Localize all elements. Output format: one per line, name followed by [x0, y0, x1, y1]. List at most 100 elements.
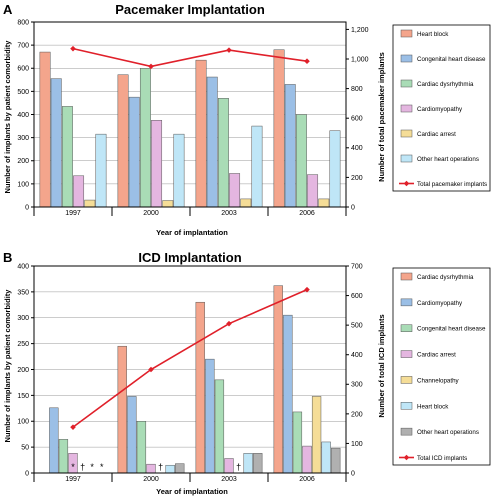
panel-a-legend-swatch-congenital-heart-disease	[400, 54, 413, 63]
panel-b-y2label: Number of total ICD implants	[377, 314, 386, 417]
panel-b-annotation-mark: †	[236, 462, 241, 472]
panel-b-bar-heart-block-2006	[321, 441, 331, 474]
panel-a-ytick-label: 800	[17, 19, 29, 26]
panel-b-bar-other-heart-operations-2000	[175, 463, 185, 474]
panel-a-legend-label-cardiac-arrest: Cardiac arrest	[417, 131, 456, 138]
panel-b-bar-cardiac-arrest-2006	[302, 445, 312, 474]
panel-a-bar-cardiac-arrest-1997	[84, 199, 96, 208]
panel-b-bar-congenital-heart-disease-2000	[136, 421, 147, 474]
panel-b-total-point-2006	[304, 286, 310, 293]
panel-a-ytick-label: 300	[17, 135, 29, 142]
panel-b-bar-cardiomyopathy-2000	[127, 396, 137, 474]
panel-b-y2tick-label: 400	[351, 352, 363, 359]
panel-b-total-point-2000	[148, 366, 154, 373]
panel-b-legend-swatch-cardiac-arrest	[400, 350, 413, 358]
panel-b-annotation-mark: *	[90, 462, 94, 472]
panel-b-ytick-label: 100	[17, 419, 29, 426]
panel-a-legend-label-heart-block: Heart block	[417, 31, 449, 38]
panel-a-legend-swatch-cardiac-arrest	[400, 129, 413, 138]
panel-b-total-line	[72, 288, 308, 428]
panel-b-legend-label-congenital-heart-disease: Congenital heart disease	[417, 326, 486, 333]
panel-a-bar-congenital-heart-disease-1997	[50, 78, 62, 208]
panel-a-y2tick-label: 200	[351, 175, 363, 182]
panel-b-bar-cardiac-arrest-2003	[224, 458, 234, 474]
panel-a-bar-other-heart-operations-1997	[95, 133, 107, 208]
panel-b-xtick-label-1997: 1997	[65, 476, 81, 483]
panel-a-legend-label-other-heart-operations: Other heart operations	[417, 156, 479, 163]
panel-a-ytick-label: 200	[17, 158, 29, 165]
panel-a-bar-cardiac-arrest-2000	[162, 200, 174, 208]
panel-b-plot-frame	[33, 265, 347, 474]
panel-b-bar-heart-block-2000	[165, 464, 175, 474]
panel-a-bar-congenital-heart-disease-2003	[206, 76, 218, 208]
panel-b-y2tick-label: 500	[351, 323, 363, 330]
panel-a-ytick-label: 700	[17, 43, 29, 50]
panel-a-bar-other-heart-operations-2000	[173, 133, 185, 208]
panel-b-xtick-label-2006: 2006	[299, 476, 315, 483]
panel-a-xtick-label-2003: 2003	[221, 210, 237, 217]
panel-a-total-point-2006	[304, 58, 310, 65]
panel-b-plot: 0 50 100 150 200 250 300 350 400 0 100 200 300 400 500…	[17, 263, 362, 483]
panel-a-y2tick-label: 1,200	[351, 27, 369, 34]
panel-b: B ICD Implantation Number of implants by…	[3, 250, 491, 496]
panel-a-legend-label-cardiomyopathy: Cardiomyopathy	[417, 106, 463, 113]
panel-b-y2tick-label: 200	[351, 411, 363, 418]
panel-a-bar-cardiomyopathy-2000	[151, 120, 163, 208]
panel-a-bar-cardiac-dysrhythmia-2006	[295, 114, 307, 208]
panel-a-y2tick-label: 600	[351, 116, 363, 123]
panel-a-bar-other-heart-operations-2003	[251, 125, 263, 208]
panel-a-xtick-label-2000: 2000	[143, 210, 159, 217]
panel-b-letter: B	[3, 250, 12, 265]
panel-b-bar-cardiac-dysrhythmia-2000	[117, 345, 127, 474]
panel-b-ytick-label: 200	[17, 367, 29, 374]
panel-b-bar-cardiac-dysrhythmia-2003	[195, 301, 205, 474]
panel-b-legend-line-marker	[403, 454, 410, 461]
panel-a-legend-swatch-heart-block	[400, 29, 413, 38]
panel-b-legend-swatch-cardiomyopathy	[400, 298, 413, 307]
panel-a-ytick-label: 500	[17, 89, 29, 96]
panel-a-y2tick-label: 800	[351, 86, 363, 93]
panel-b-annotation-mark: †	[158, 462, 163, 472]
panel-b-xtick-label-2000: 2000	[143, 476, 159, 483]
panel-a-bar-cardiac-dysrhythmia-2003	[217, 98, 229, 208]
panel-b-total-point-2003	[226, 320, 232, 327]
panel-b-ytick-label: 250	[17, 341, 29, 348]
panel-a-plot: 0 100 200 300 400 500 600 700 800 0 200 400 600 800 1,…	[17, 19, 368, 217]
panel-b-bar-cardiac-arrest-2000	[146, 463, 156, 474]
panel-b-bar-cardiac-dysrhythmia-2006	[273, 285, 283, 474]
panel-a-bar-cardiomyopathy-2003	[229, 173, 241, 208]
panel-a-letter: A	[3, 2, 13, 17]
panel-a-ytick-label: 400	[17, 112, 29, 119]
panel-b-legend-label-cardiac-dysrhythmia: Cardiac dysrhythmia	[417, 274, 474, 281]
panel-a-legend-swatch-other-heart-operations	[400, 154, 413, 163]
panel-b-legend-swatch-cardiac-dysrhythmia	[400, 272, 413, 281]
panel-a-legend-label-total-pacemaker-implants: Total pacemaker implants	[417, 181, 487, 188]
panel-b-bar-congenital-heart-disease-2003	[214, 379, 225, 474]
panel-b-y2tick-label: 300	[351, 382, 363, 389]
panel-a-y2label: Number of total pacemaker implants	[377, 52, 386, 182]
panel-a-bar-cardiac-arrest-2006	[318, 198, 330, 208]
panel-a-bar-heart-block-2000	[117, 74, 129, 208]
panel-a-bar-heart-block-2006	[273, 49, 285, 208]
panel-b-y2tick-label: 100	[351, 441, 363, 448]
panel-a-ytick-label: 100	[17, 181, 29, 188]
panel-a-ylabel: Number of implants by patient comorbidit…	[3, 40, 12, 194]
panel-a-legend-label-congenital-heart-disease: Congenital heart disease	[417, 56, 486, 63]
panel-b-bar-cardiomyopathy-2003	[205, 358, 215, 474]
panel-b-legend-label-cardiac-arrest: Cardiac arrest	[417, 352, 456, 359]
panel-a-bar-congenital-heart-disease-2006	[284, 84, 296, 208]
panel-b-legend-label-channelopathy: Channelopathy	[417, 377, 460, 384]
panel-a-xlabel: Year of implantation	[156, 228, 228, 237]
panel-b-y2tick-label: 600	[351, 293, 363, 300]
panel-a-y2tick-label: 400	[351, 145, 363, 152]
panel-b-y2tick-label: 0	[351, 470, 355, 477]
panel-a-y2tick-label: 1,000	[351, 56, 369, 63]
panel-b-ytick-label: 350	[17, 289, 29, 296]
panel-a-xtick-label-2006: 2006	[299, 210, 315, 217]
panel-b-bar-cardiomyopathy-1997	[49, 407, 59, 474]
panel-b-legend: Cardiac dysrhythmia Cardiomyopathy Congeni…	[392, 267, 491, 466]
panel-b-title: ICD Implantation	[138, 250, 241, 265]
panel-a-legend-swatch-cardiomyopathy	[400, 104, 413, 113]
panel-a-bar-heart-block-2003	[195, 59, 207, 208]
